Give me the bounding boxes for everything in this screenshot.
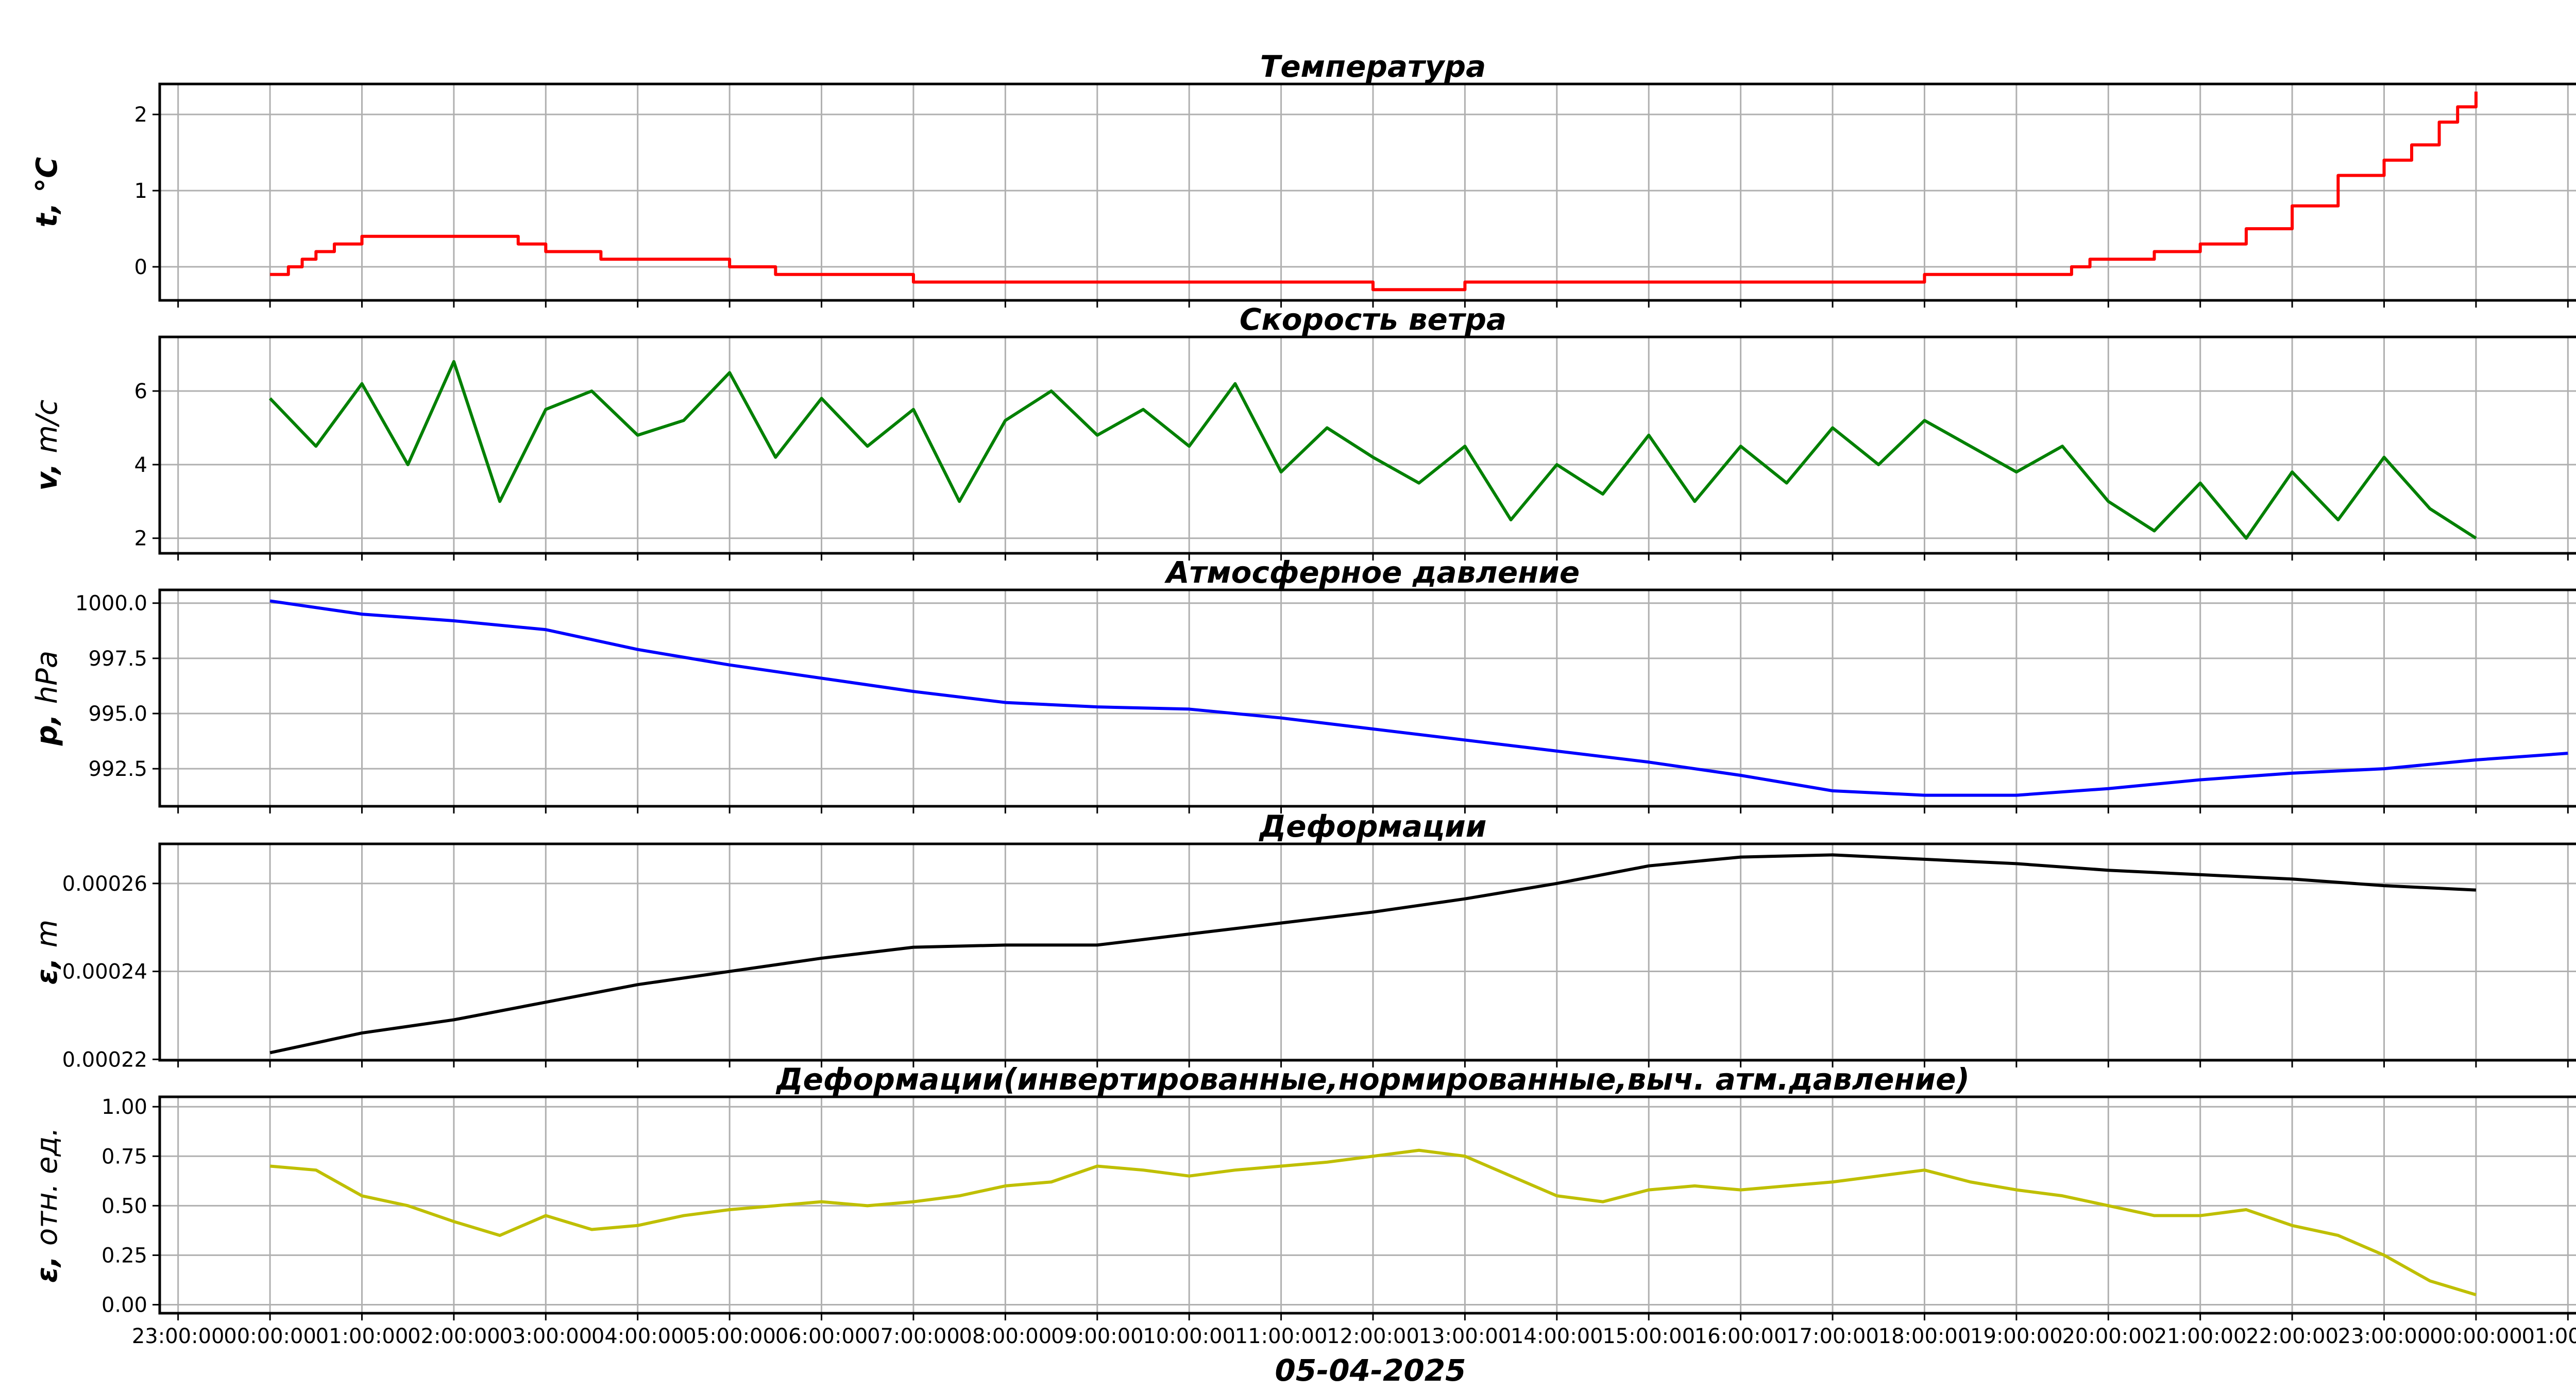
subplot-1: 0 1 2 Температура t, °C (30, 49, 2576, 308)
y-label-symbol: v, (30, 453, 64, 491)
y-tick-label: 0.00 (101, 1293, 147, 1317)
y-tick-label: 992.5 (88, 757, 147, 781)
y-tick-label: 6 (134, 380, 147, 403)
y-label-unit: °C (30, 157, 64, 193)
y-tick-label: 2 (134, 103, 147, 127)
x-tick-label: 00:00:00 (224, 1325, 316, 1348)
subplot-3: 992.5 995.0 997.5 1000.0 Атмосферное давлени… (30, 555, 2576, 813)
x-tick-label: 14:00:00 (1511, 1325, 1603, 1348)
data-line (268, 360, 2477, 540)
x-tick-label: 05:00:00 (683, 1325, 776, 1348)
y-tick-label: 0.50 (101, 1194, 147, 1218)
axes-frame (158, 842, 2576, 1062)
y-tick-label: 1000.0 (75, 592, 147, 616)
y-tick-label: 0.75 (101, 1145, 147, 1168)
y-tick-label: 4 (134, 453, 147, 477)
y-axis-label: t, °C (30, 157, 64, 228)
y-axis-label: ε, отн. ед. (30, 1127, 64, 1283)
x-tick-label: 06:00:00 (775, 1325, 868, 1348)
subplot-5: 23:00:0000:00:0001:00:0002:00:0003:00:00… (30, 1062, 2576, 1348)
y-label-unit: отн. ед. (30, 1127, 64, 1246)
axes-frame (158, 588, 2576, 808)
x-tick-label: 02:00:00 (408, 1325, 500, 1348)
y-tick-label: 997.5 (88, 647, 147, 671)
x-tick-label: 15:00:00 (1602, 1325, 1695, 1348)
x-tick-label: 11:00:00 (1235, 1325, 1328, 1348)
y-label-symbol: ε, (30, 947, 64, 985)
x-tick-label: 10:00:00 (1143, 1325, 1235, 1348)
subplot-title: Деформации(инвертированные,нормированные… (775, 1062, 1970, 1097)
x-tick-label: 04:00:00 (591, 1325, 684, 1348)
subplot-title: Скорость ветра (1240, 302, 1506, 337)
x-tick-label: 17:00:00 (1786, 1325, 1879, 1348)
y-tick-label: 1 (134, 179, 147, 203)
x-tick-label: 19:00:00 (1970, 1325, 2063, 1348)
y-tick-label: 0 (134, 256, 147, 279)
data-line (269, 853, 2477, 1055)
y-label-unit: hPa (30, 651, 64, 704)
x-tick-label: 03:00:00 (499, 1325, 592, 1348)
axes-frame (158, 1095, 2576, 1315)
subplot-2: 2 4 6 Скорость ветра v, m/c (30, 302, 2576, 561)
y-label-symbol: p, (30, 704, 64, 746)
x-tick-label: 16:00:00 (1694, 1325, 1787, 1348)
x-tick-label: 12:00:00 (1327, 1325, 1419, 1348)
axes-frame (158, 335, 2576, 555)
y-axis-label: v, m/c (30, 399, 64, 490)
subplot-title: Деформации (1259, 809, 1487, 844)
y-tick-label: 0.00024 (62, 960, 147, 984)
y-tick-label: 0.00026 (62, 872, 147, 896)
x-tick-label: 09:00:00 (1051, 1325, 1144, 1348)
x-tick-label: 01:00:00 (316, 1325, 409, 1348)
y-tick-label: 0.00022 (62, 1048, 147, 1072)
x-tick-label: 01:00:00 (2521, 1325, 2576, 1348)
y-tick-label: 0.25 (101, 1244, 147, 1267)
y-axis-label: p, hPa (30, 651, 64, 746)
data-line (270, 91, 2478, 292)
y-label-symbol: t, (30, 193, 64, 228)
axes-frame (158, 82, 2576, 302)
x-tick-label: 20:00:00 (2062, 1325, 2155, 1348)
y-label-symbol: ε, (30, 1246, 64, 1283)
x-tick-label: 00:00:00 (2430, 1325, 2522, 1348)
x-tick-label: 07:00:00 (867, 1325, 960, 1348)
subplots: 0 1 2 Температура t, °C 2 4 6 Скорость ветра v, m… (30, 49, 2576, 1348)
x-tick-label: 21:00:00 (2154, 1325, 2247, 1348)
x-tick-label: 08:00:00 (959, 1325, 1052, 1348)
y-label-unit: m (30, 920, 64, 948)
y-tick-label: 2 (134, 527, 147, 551)
y-label-unit: m/c (30, 399, 64, 453)
x-tick-label: 23:00:00 (2338, 1325, 2431, 1348)
y-axis-label: ε, m (30, 920, 64, 985)
y-tick-label: 1.00 (101, 1095, 147, 1119)
x-tick-label: 18:00:00 (1878, 1325, 1971, 1348)
data-line (269, 1148, 2477, 1297)
x-tick-label: 22:00:00 (2246, 1325, 2338, 1348)
subplot-title: Атмосферное давление (1164, 555, 1580, 590)
y-tick-label: 995.0 (88, 702, 147, 726)
x-axis-label: 05-04-2025 (1275, 1353, 1466, 1388)
data-line (269, 599, 2568, 797)
subplot-4: 0.00022 0.00024 0.00026 Деформации ε, m (30, 809, 2576, 1072)
x-tick-label: 13:00:00 (1419, 1325, 1512, 1348)
x-tick-label: 23:00:00 (132, 1325, 225, 1348)
subplot-title: Температура (1260, 49, 1486, 84)
